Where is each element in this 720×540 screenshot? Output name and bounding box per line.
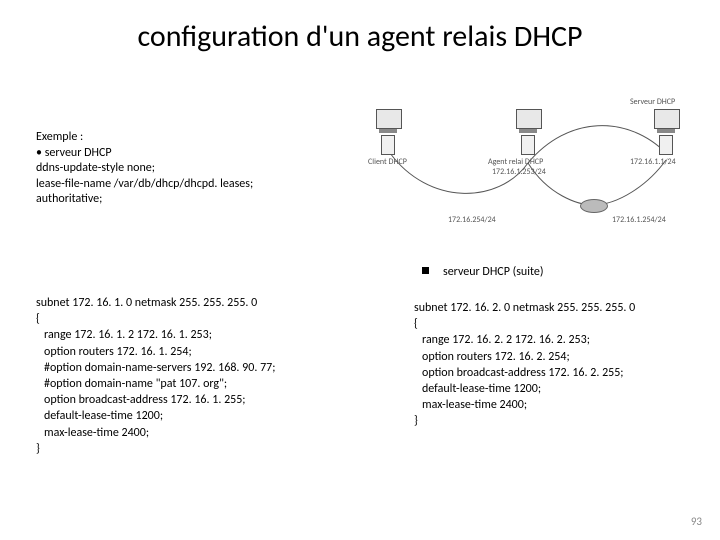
net-left-label: 172.16.254/24 [448,215,496,225]
server-host-icon [654,109,678,149]
client-host-icon [376,109,400,149]
bullet-icon [422,267,429,274]
page-number: 93 [691,515,702,528]
subnet1-line-3: #option domain-name-servers 192. 168. 90… [36,360,356,376]
client-label: Client DHCP [368,157,407,167]
example-line-2: lease-file-name /var/db/dhcp/dhcpd. leas… [36,177,336,193]
subnet2-block: subnet 172. 16. 2. 0 netmask 255. 255. 2… [414,300,704,430]
subnet1-header: subnet 172. 16. 1. 0 netmask 255. 255. 2… [36,295,356,311]
subnet2-line-5: max-lease-time 2400; [414,397,704,413]
server-label: Serveur DHCP [630,97,675,107]
subnet1-open: { [36,311,356,327]
relay-ip: 172.16.1.253/24 [492,167,546,177]
slide-title: configuration d'un agent relais DHCP [0,18,720,55]
subnet2-line-1: range 172. 16. 2. 2 172. 16. 2. 253; [414,332,704,348]
subnet1-line-2: option routers 172. 16. 1. 254; [36,344,356,360]
subnet1-line-4: #option domain-name "pat 107. org"; [36,376,356,392]
example-block: Exemple : • serveur DHCP ddns-update-sty… [36,130,336,208]
subnet2-header: subnet 172. 16. 2. 0 netmask 255. 255. 2… [414,300,704,316]
subnet1-line-6: default-lease-time 1200; [36,408,356,424]
subnet1-block: subnet 172. 16. 1. 0 netmask 255. 255. 2… [36,295,356,457]
net-right-label: 172.16.1.254/24 [612,215,666,225]
example-line-3: authoritative; [36,192,336,208]
subnet2-line-4: default-lease-time 1200; [414,381,704,397]
subnet2-line-3: option broadcast-address 172. 16. 2. 255… [414,365,704,381]
suite-heading: serveur DHCP (suite) [422,265,544,279]
subnet1-close: } [36,441,356,457]
relay-host-icon [516,109,540,149]
subnet2-line-2: option routers 172. 16. 2. 254; [414,349,704,365]
subnet2-close: } [414,413,704,429]
subnet1-line-5: option broadcast-address 172. 16. 1. 255… [36,392,356,408]
relay-label: Agent relai DHCP [488,157,543,167]
network-diagram: Client DHCP Agent relai DHCP 172.16.1.25… [368,95,688,235]
example-bullet: • serveur DHCP [36,146,336,162]
example-heading: Exemple : [36,130,336,146]
server-ip: 172.16.1.1/24 [630,157,676,167]
example-line-1: ddns-update-style none; [36,161,336,177]
subnet2-open: { [414,316,704,332]
subnet1-line-1: range 172. 16. 1. 2 172. 16. 1. 253; [36,327,356,343]
suite-label: serveur DHCP (suite) [443,265,544,279]
subnet1-line-7: max-lease-time 2400; [36,425,356,441]
router-icon [580,199,608,213]
